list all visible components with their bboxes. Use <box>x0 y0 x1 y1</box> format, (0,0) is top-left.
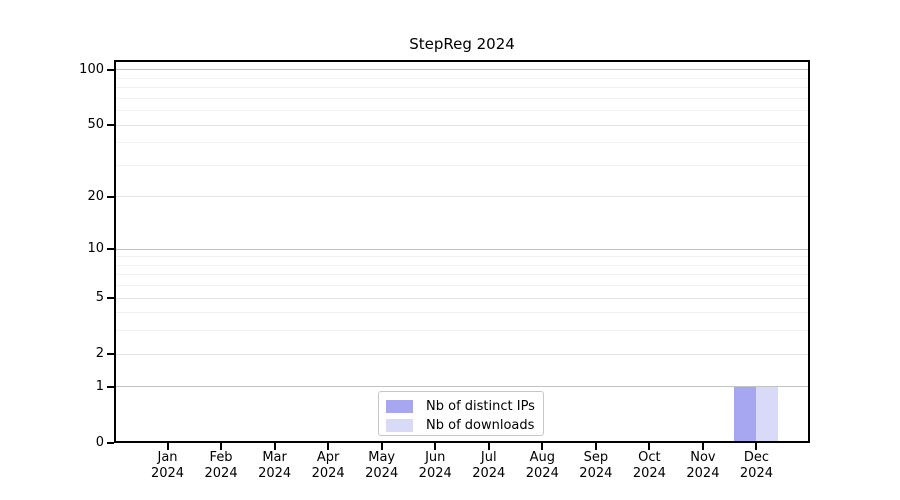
y-minor-gridline <box>116 77 808 79</box>
y-minor-gridline <box>116 164 808 166</box>
legend-label-downloads: Nb of downloads <box>426 417 535 433</box>
y-minor-gridline <box>116 97 808 99</box>
y-axis-tick <box>107 248 114 251</box>
y-axis-tick <box>107 442 114 444</box>
y-minor-gridline <box>116 110 808 112</box>
x-tick-label: Nov 2024 <box>686 450 720 481</box>
x-axis-tick <box>594 443 597 450</box>
legend-swatch-distinct-ips-icon <box>386 399 413 413</box>
y-gridline <box>116 69 808 71</box>
x-axis-tick <box>273 443 276 450</box>
x-axis-tick <box>541 443 544 450</box>
y-axis-tick <box>107 68 114 71</box>
x-axis-tick <box>701 443 704 450</box>
x-tick-label: Jul 2024 <box>472 450 506 481</box>
x-tick-label: Jan 2024 <box>150 450 185 481</box>
x-axis-tick <box>755 443 758 450</box>
x-tick-label: Dec 2024 <box>739 450 773 481</box>
y-tick-label: 10 <box>87 241 104 257</box>
y-tick-label: 5 <box>95 290 104 306</box>
x-axis-tick <box>327 443 330 450</box>
x-tick-label: Mar 2024 <box>258 450 292 481</box>
x-tick-label: May 2024 <box>365 450 399 481</box>
y-minor-gridline <box>116 312 808 314</box>
y-gridline <box>116 297 808 299</box>
y-gridline <box>116 248 808 250</box>
x-axis-tick <box>220 443 223 450</box>
y-axis-tick <box>107 124 114 127</box>
y-axis-tick <box>107 297 114 300</box>
y-tick-label: 50 <box>87 117 104 133</box>
bar-nb-of-distinct-ips-dec-2024 <box>734 386 757 443</box>
legend-swatch-downloads-icon <box>386 418 413 432</box>
y-tick-label: 1 <box>95 378 104 394</box>
x-tick-label: Jun 2024 <box>418 450 452 481</box>
y-minor-gridline <box>116 264 808 266</box>
y-gridline <box>116 196 808 198</box>
y-minor-gridline <box>116 142 808 144</box>
y-minor-gridline <box>116 330 808 332</box>
legend-item-distinct-ips: Nb of distinct IPs <box>386 397 543 415</box>
legend-item-downloads: Nb of downloads <box>386 416 543 434</box>
y-axis-tick <box>107 385 114 388</box>
y-axis-tick <box>107 353 114 356</box>
y-minor-gridline <box>116 256 808 258</box>
y-minor-gridline <box>116 87 808 89</box>
chart-title: StepReg 2024 <box>409 35 515 53</box>
y-tick-label: 20 <box>87 188 104 204</box>
y-minor-gridline <box>116 285 808 287</box>
x-axis-tick <box>166 443 169 450</box>
y-tick-label: 100 <box>79 61 104 77</box>
x-axis-tick <box>648 443 651 450</box>
y-tick-label: 2 <box>95 346 104 362</box>
y-gridline <box>116 386 808 388</box>
y-axis-tick <box>107 195 114 198</box>
x-axis-tick <box>380 443 383 450</box>
x-tick-label: Sep 2024 <box>579 450 613 481</box>
x-axis-tick <box>487 443 490 450</box>
y-gridline <box>116 353 808 355</box>
legend-label-distinct-ips: Nb of distinct IPs <box>426 398 535 414</box>
y-tick-label: 0 <box>95 435 104 450</box>
x-tick-label: Oct 2024 <box>632 450 666 481</box>
x-axis-tick <box>434 443 437 450</box>
y-gridline <box>116 124 808 126</box>
x-tick-label: Feb 2024 <box>204 450 238 481</box>
y-minor-gridline <box>116 274 808 276</box>
legend: Nb of distinct IPs Nb of downloads <box>378 391 544 436</box>
x-tick-label: Apr 2024 <box>311 450 345 481</box>
bar-nb-of-downloads-dec-2024 <box>756 386 779 443</box>
x-tick-label: Aug 2024 <box>525 450 559 481</box>
